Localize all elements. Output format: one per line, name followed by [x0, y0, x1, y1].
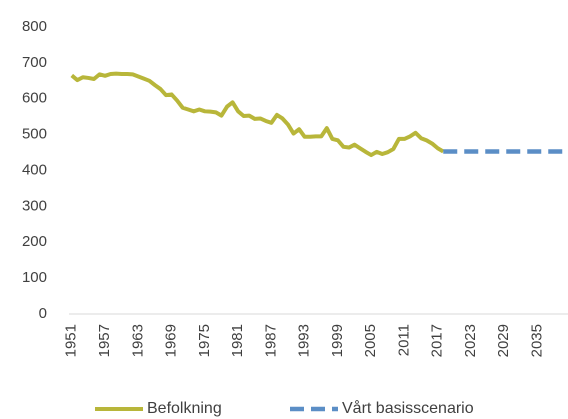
y-tick-label: 0	[39, 305, 47, 322]
y-tick-label: 300	[22, 197, 47, 214]
x-tick-label: 1963	[129, 324, 146, 357]
x-tick-label: 2023	[462, 324, 479, 357]
y-tick-label: 600	[22, 90, 47, 107]
x-tick-label: 1951	[63, 324, 80, 357]
x-tick-label: 2005	[362, 324, 379, 357]
x-tick-label: 2017	[429, 324, 446, 357]
y-tick-label: 200	[22, 233, 47, 250]
x-tick-label: 2029	[495, 324, 512, 357]
x-tick-label: 2035	[528, 324, 545, 357]
x-tick-label: 1957	[96, 324, 113, 357]
x-tick-label: 1987	[262, 324, 279, 357]
y-tick-label: 100	[22, 269, 47, 286]
x-tick-label: 1999	[329, 324, 346, 357]
x-tick-label: 1969	[163, 324, 180, 357]
x-tick-label: 1981	[229, 324, 246, 357]
y-tick-label: 700	[22, 54, 47, 71]
x-tick-label: 1975	[196, 324, 213, 357]
legend-label: Vårt basisscenario	[342, 399, 474, 417]
x-tick-label: 2011	[395, 324, 412, 356]
legend-label: Befolkning	[147, 400, 222, 417]
y-tick-label: 400	[22, 161, 47, 178]
y-tick-label: 800	[22, 18, 47, 35]
series-line	[70, 71, 445, 158]
x-tick-label: 1993	[296, 324, 313, 357]
y-tick-label: 500	[22, 126, 47, 143]
